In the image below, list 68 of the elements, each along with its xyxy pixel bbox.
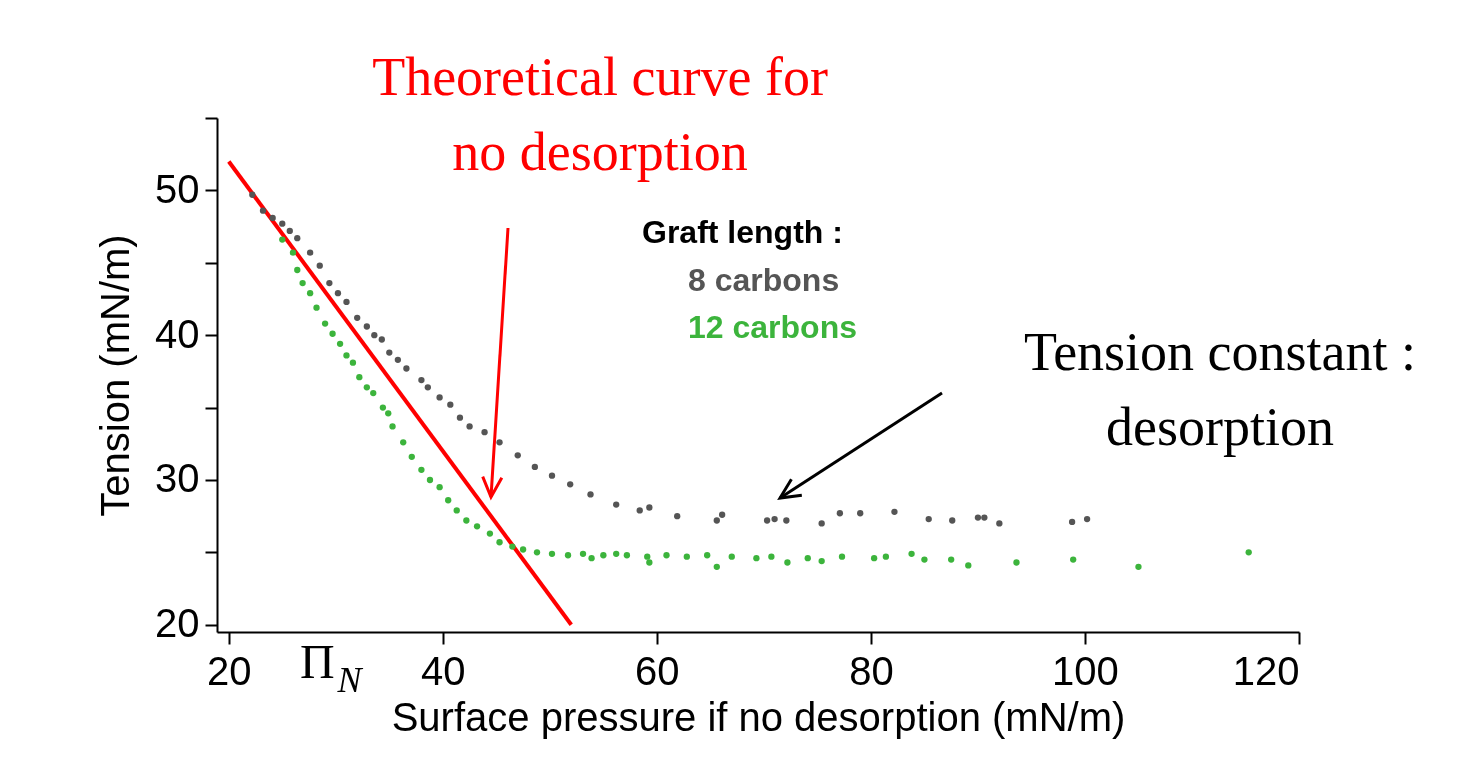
point [403, 365, 410, 372]
point [771, 515, 778, 523]
point [466, 423, 473, 430]
point [424, 384, 431, 391]
point [481, 429, 488, 436]
point [981, 514, 988, 521]
point [286, 227, 293, 235]
point [587, 491, 594, 498]
y-tick-label: 20 [155, 601, 200, 646]
point [514, 452, 521, 459]
y-tick-label: 40 [155, 311, 200, 356]
point [316, 262, 323, 269]
point [334, 290, 342, 297]
point [1068, 518, 1076, 526]
x-tick-label: 80 [849, 648, 894, 693]
point [386, 349, 393, 356]
point [763, 517, 771, 524]
x-tick-label: 100 [1052, 648, 1119, 693]
annotation: Theoretical curve for no desorption [372, 47, 828, 182]
point [326, 279, 333, 287]
text: 12 carbons [688, 309, 857, 345]
point [378, 336, 385, 343]
point [783, 517, 790, 524]
legend-title: Graft length : [642, 214, 843, 250]
point [306, 249, 314, 256]
point [925, 515, 932, 523]
point [646, 504, 653, 511]
point [818, 520, 825, 527]
point [394, 356, 402, 363]
point [447, 401, 454, 408]
point [996, 520, 1003, 527]
x-tick-label: 20 [207, 648, 252, 693]
y-tick-label: 30 [155, 456, 200, 501]
point [249, 191, 256, 198]
point [259, 207, 267, 214]
point [974, 514, 982, 521]
point [294, 235, 301, 242]
x-tick-label: 120 [1232, 648, 1300, 693]
point [891, 508, 898, 515]
text: 8 carbons [688, 262, 840, 298]
point [279, 220, 286, 227]
point [674, 513, 681, 520]
point [436, 394, 443, 401]
x-axis-title: Surface pressure if no desorption (mN/m) [391, 694, 1126, 739]
point [456, 414, 464, 421]
point [713, 517, 720, 524]
point [371, 332, 378, 339]
point [343, 298, 350, 306]
annotation: Tension constant : desorption [1023, 322, 1417, 457]
point [636, 507, 643, 514]
point [363, 323, 370, 330]
x-tick-label: 60 [635, 648, 680, 693]
x-tick-label: 40 [421, 648, 466, 693]
point [531, 463, 539, 471]
point [418, 376, 425, 384]
point [548, 472, 556, 479]
point [269, 214, 276, 222]
y-tick-label: 50 [155, 166, 200, 211]
y-axis-title: Tension (mN/m) [93, 234, 138, 517]
point [354, 314, 361, 321]
point [718, 511, 726, 518]
point [1083, 515, 1091, 523]
point [836, 510, 844, 517]
point [949, 517, 956, 524]
point [496, 439, 503, 446]
point [857, 510, 864, 517]
point [567, 481, 574, 488]
point [613, 501, 620, 508]
